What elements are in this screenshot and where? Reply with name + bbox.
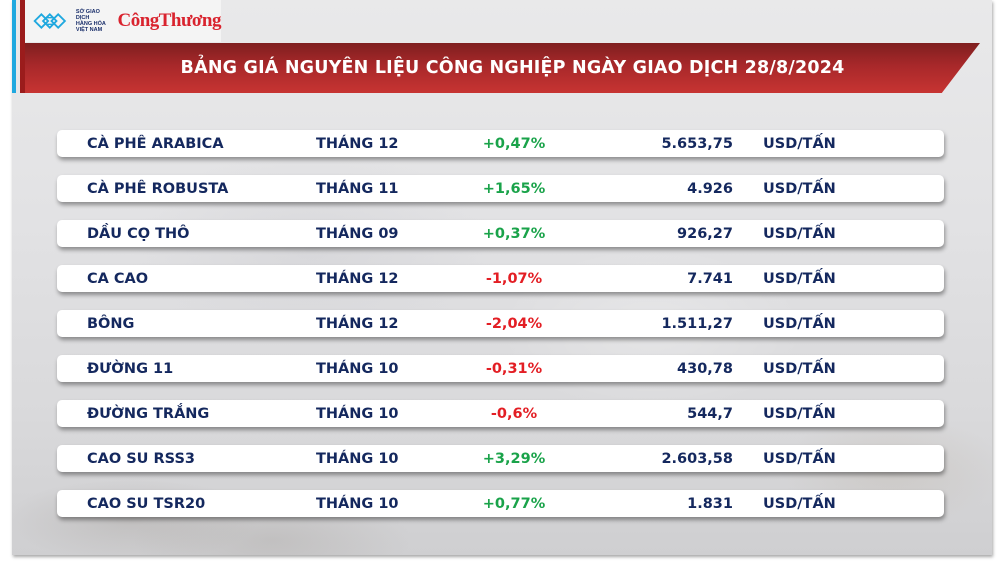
commodity-name: ĐƯỜNG TRẮNG (87, 405, 210, 422)
price-unit: USD/TẤN (763, 225, 836, 242)
accent-bar-blue (12, 0, 16, 93)
table-row: CAO SU RSS3 THÁNG 10 +3,29% 2.603,58 USD… (57, 445, 944, 472)
price-value: 926,27 (677, 225, 733, 242)
table-row: CÀ PHÊ ARABICA THÁNG 12 +0,47% 5.653,75 … (57, 130, 944, 157)
price-unit: USD/TẤN (763, 135, 836, 152)
price-unit: USD/TẤN (763, 270, 836, 287)
commodity-name: DẦU CỌ THÔ (87, 225, 190, 242)
price-table: CÀ PHÊ ARABICA THÁNG 12 +0,47% 5.653,75 … (57, 130, 944, 535)
logo-line-2: HÀNG HÓA (75, 21, 106, 27)
contract-month: THÁNG 11 (316, 180, 399, 197)
logo-line-3: VIỆT NAM (75, 27, 103, 33)
price-value: 430,78 (677, 360, 733, 377)
commodity-name: CÀ PHÊ ROBUSTA (87, 180, 229, 197)
change-percent: -0,6% (490, 405, 538, 422)
price-value: 4.926 (687, 180, 733, 197)
logo-line-1: SỞ GIAO DỊCH (75, 9, 100, 21)
table-row: ĐƯỜNG 11 THÁNG 10 -0,31% 430,78 USD/TẤN (57, 355, 944, 382)
change-percent: +0,37% (482, 225, 546, 242)
price-value: 7.741 (687, 270, 733, 287)
accent-bar-red (20, 0, 25, 93)
contract-month: THÁNG 09 (316, 225, 399, 242)
contract-month: THÁNG 12 (316, 315, 399, 332)
contract-month: THÁNG 10 (316, 450, 399, 467)
price-value: 2.603,58 (661, 450, 733, 467)
price-value: 544,7 (687, 405, 733, 422)
commodity-name: ĐƯỜNG 11 (87, 360, 174, 377)
table-row: CAO SU TSR20 THÁNG 10 +0,77% 1.831 USD/T… (57, 490, 944, 517)
price-unit: USD/TẤN (763, 405, 836, 422)
price-unit: USD/TẤN (763, 360, 836, 377)
contract-month: THÁNG 12 (316, 135, 399, 152)
price-value: 5.653,75 (661, 135, 733, 152)
table-row: CÀ PHÊ ROBUSTA THÁNG 11 +1,65% 4.926 USD… (57, 175, 944, 202)
price-unit: USD/TẤN (763, 495, 836, 512)
commodity-name: CAO SU TSR20 (87, 495, 206, 512)
table-row: ĐƯỜNG TRẮNG THÁNG 10 -0,6% 544,7 USD/TẤN (57, 400, 944, 427)
price-unit: USD/TẤN (763, 450, 836, 467)
change-percent: -2,04% (485, 315, 543, 332)
commodity-name: CA CAO (87, 270, 149, 287)
table-row: BÔNG THÁNG 12 -2,04% 1.511,27 USD/TẤN (57, 310, 944, 337)
change-percent: +1,65% (482, 180, 546, 197)
contract-month: THÁNG 12 (316, 270, 399, 287)
commodity-name: BÔNG (87, 315, 135, 332)
commodity-name: CÀ PHÊ ARABICA (87, 135, 224, 152)
contract-month: THÁNG 10 (316, 405, 399, 422)
change-percent: +0,77% (482, 495, 546, 512)
price-unit: USD/TẤN (763, 315, 836, 332)
change-percent: +0,47% (482, 135, 546, 152)
exchange-logo-text: SỞ GIAO DỊCH HÀNG HÓA VIỆT NAM (76, 9, 110, 33)
price-value: 1.831 (687, 495, 733, 512)
price-unit: USD/TẤN (763, 180, 836, 197)
change-percent: -1,07% (485, 270, 543, 287)
exchange-logo-icon (33, 12, 67, 30)
change-percent: -0,31% (485, 360, 543, 377)
table-row: DẦU CỌ THÔ THÁNG 09 +0,37% 926,27 USD/TẤ… (57, 220, 944, 247)
header-logos: SỞ GIAO DỊCH HÀNG HÓA VIỆT NAM CôngThươn… (25, 0, 221, 42)
contract-month: THÁNG 10 (316, 495, 399, 512)
page-title: BẢNG GIÁ NGUYÊN LIỆU CÔNG NGHIỆP NGÀY GI… (180, 58, 845, 78)
price-value: 1.511,27 (661, 315, 733, 332)
contract-month: THÁNG 10 (316, 360, 399, 377)
change-percent: +3,29% (482, 450, 546, 467)
congthuong-logo: CôngThương (117, 10, 221, 31)
title-banner: BẢNG GIÁ NGUYÊN LIỆU CÔNG NGHIỆP NGÀY GI… (25, 43, 980, 93)
commodity-name: CAO SU RSS3 (87, 450, 195, 467)
table-row: CA CAO THÁNG 12 -1,07% 7.741 USD/TẤN (57, 265, 944, 292)
